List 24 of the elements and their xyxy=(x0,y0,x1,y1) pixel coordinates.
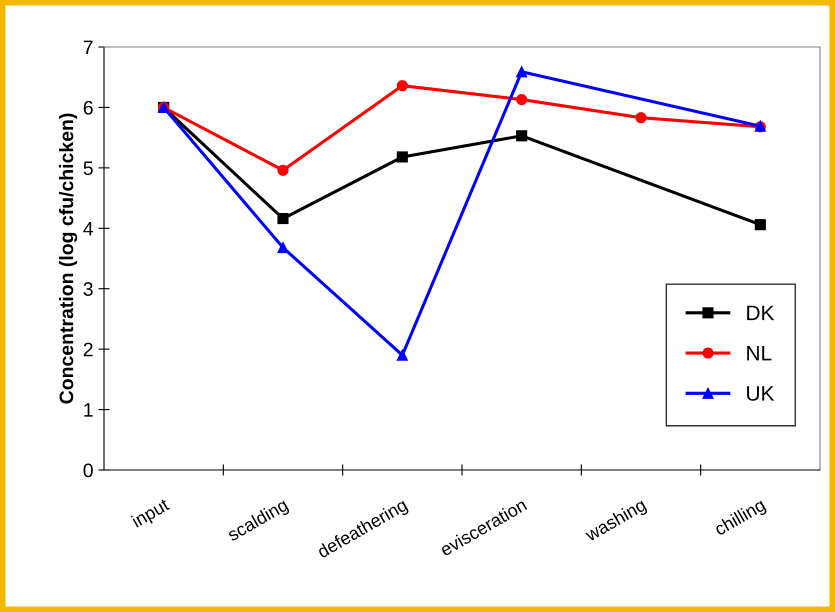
point xyxy=(277,213,289,224)
point xyxy=(516,130,528,142)
y-tick-label: 6 xyxy=(84,100,93,115)
point xyxy=(396,80,408,92)
point xyxy=(635,112,647,124)
y-tick-label: 1 xyxy=(84,403,93,417)
point xyxy=(396,350,408,361)
point xyxy=(277,242,289,254)
y-tick-label: 0 xyxy=(84,463,93,478)
x-tick-label: input xyxy=(130,497,172,531)
y-tick-label: 7 xyxy=(84,40,93,54)
legend-label: UK xyxy=(747,386,774,401)
point xyxy=(516,94,528,106)
point xyxy=(277,164,289,176)
point xyxy=(516,66,528,78)
y-tick-label: 5 xyxy=(84,162,93,176)
legend-label: DK xyxy=(747,306,774,320)
point xyxy=(396,151,408,163)
y-tick-label: 2 xyxy=(84,342,93,356)
y-axis-title: Concentration (log cfu/chicken) xyxy=(59,114,78,404)
y-tick-label: 3 xyxy=(84,282,93,296)
y-tick-label: 4 xyxy=(83,222,94,236)
legend-label: NL xyxy=(747,346,772,360)
point xyxy=(754,219,766,230)
